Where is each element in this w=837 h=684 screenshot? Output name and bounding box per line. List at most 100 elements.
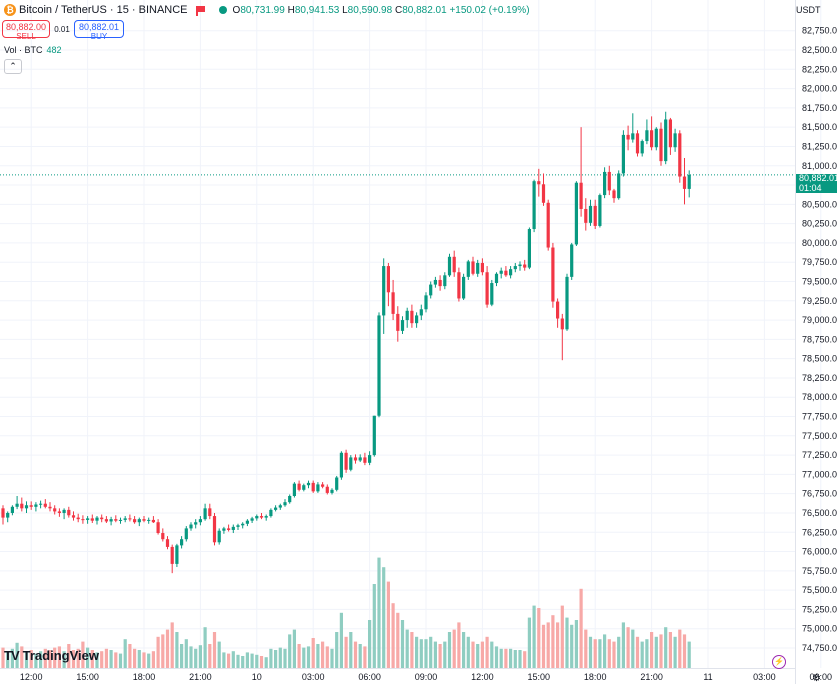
candle-body <box>241 523 245 526</box>
volume-bar <box>424 639 428 668</box>
sell-label: SELL <box>16 32 36 41</box>
candle-body <box>170 546 174 564</box>
price-tick-label: 77,750.00 <box>802 412 837 422</box>
candle-body <box>433 279 437 285</box>
volume-bar <box>452 629 456 668</box>
candle-body <box>466 261 470 277</box>
time-tick-label: 03:00 <box>302 672 325 682</box>
candle-body <box>349 457 353 470</box>
volume-bar <box>584 629 588 668</box>
candle-body <box>588 205 593 223</box>
volume-bar <box>363 646 367 668</box>
volume-bar <box>494 646 499 668</box>
volume-bar <box>71 650 76 668</box>
flag-icon[interactable] <box>195 5 205 16</box>
price-tick-label: 81,250.00 <box>802 141 837 151</box>
volume-bar <box>443 641 447 668</box>
candle <box>339 451 343 480</box>
candle-body <box>1 508 5 518</box>
volume-bar <box>650 632 654 668</box>
candle-body <box>363 457 367 463</box>
volume-bar <box>180 644 184 668</box>
candle-body <box>556 301 560 319</box>
volume-bar <box>405 629 409 668</box>
volume-bar <box>86 647 90 668</box>
candle <box>584 198 588 231</box>
chart-grid <box>0 0 822 668</box>
candle <box>95 516 99 525</box>
candle-body <box>438 279 442 287</box>
candle <box>490 279 494 307</box>
volume-bar <box>316 644 320 668</box>
candle <box>288 494 292 504</box>
symbol-title[interactable]: Bitcoin / TetherUS · 15 · BINANCE <box>19 4 188 16</box>
settings-icon[interactable]: ⚙ <box>812 673 821 684</box>
candle <box>259 512 264 520</box>
candle-body <box>650 130 654 148</box>
candle-body <box>109 519 113 522</box>
volume-bar <box>668 632 672 668</box>
volume-bar <box>255 654 259 668</box>
candle-body <box>114 519 118 521</box>
volume-bar <box>29 650 33 668</box>
currency-label[interactable]: USDT <box>796 5 821 15</box>
price-tick-label: 77,250.00 <box>802 450 837 460</box>
candle <box>109 516 113 526</box>
candle-body <box>429 284 433 296</box>
candle-body <box>612 190 616 199</box>
candle <box>457 267 461 302</box>
candle <box>255 514 259 521</box>
volume-bar <box>485 636 489 668</box>
lightning-icon[interactable]: ⚡ <box>772 655 786 669</box>
candle-body <box>635 133 640 154</box>
candle-body <box>311 482 315 492</box>
candle-body <box>546 202 550 248</box>
buy-button[interactable]: 80,882.01 BUY <box>74 20 124 41</box>
candle-body <box>15 503 19 507</box>
candle-body <box>133 519 137 523</box>
collapse-legend-button[interactable]: ⌃ <box>4 59 22 74</box>
candle <box>579 127 583 217</box>
candle <box>560 313 564 361</box>
volume-bar <box>259 656 264 668</box>
candle <box>43 499 47 509</box>
candle <box>222 526 226 534</box>
price-tick-label: 78,500.00 <box>802 354 837 364</box>
candle <box>447 253 452 277</box>
candle-body <box>212 516 217 543</box>
volume-bar <box>391 603 395 668</box>
volume-bar <box>6 651 10 668</box>
volume-bar <box>471 641 475 668</box>
candle <box>344 449 348 473</box>
candle <box>603 167 607 199</box>
volume-bar <box>546 622 550 668</box>
price-tick-label: 75,000.00 <box>802 624 837 634</box>
price-tick-label: 76,500.00 <box>802 508 837 518</box>
sell-button[interactable]: 80,882.00 SELL <box>2 20 50 41</box>
volume-legend[interactable]: Vol · BTC 482 <box>4 45 62 55</box>
candle-body <box>283 502 287 506</box>
tradingview-logo[interactable]: TV TradingView <box>4 648 99 663</box>
volume-bars <box>1 557 691 668</box>
candle <box>424 292 428 313</box>
candle <box>635 130 640 157</box>
candle-body <box>306 482 311 486</box>
candle <box>551 242 555 308</box>
volume-value: 482 <box>46 45 62 55</box>
volume-bar <box>67 644 71 668</box>
candle <box>198 516 202 526</box>
volume-bar <box>621 622 625 668</box>
candle-body <box>34 504 38 507</box>
candle <box>593 199 597 230</box>
candle <box>306 480 311 489</box>
volume-bar <box>250 653 254 668</box>
candle <box>668 117 672 155</box>
candle <box>236 523 240 530</box>
candle-body <box>53 508 57 512</box>
volume-bar <box>53 647 57 668</box>
candle <box>527 227 531 270</box>
candle-body <box>640 141 644 154</box>
volume-bar <box>490 641 494 668</box>
candle <box>90 514 94 524</box>
